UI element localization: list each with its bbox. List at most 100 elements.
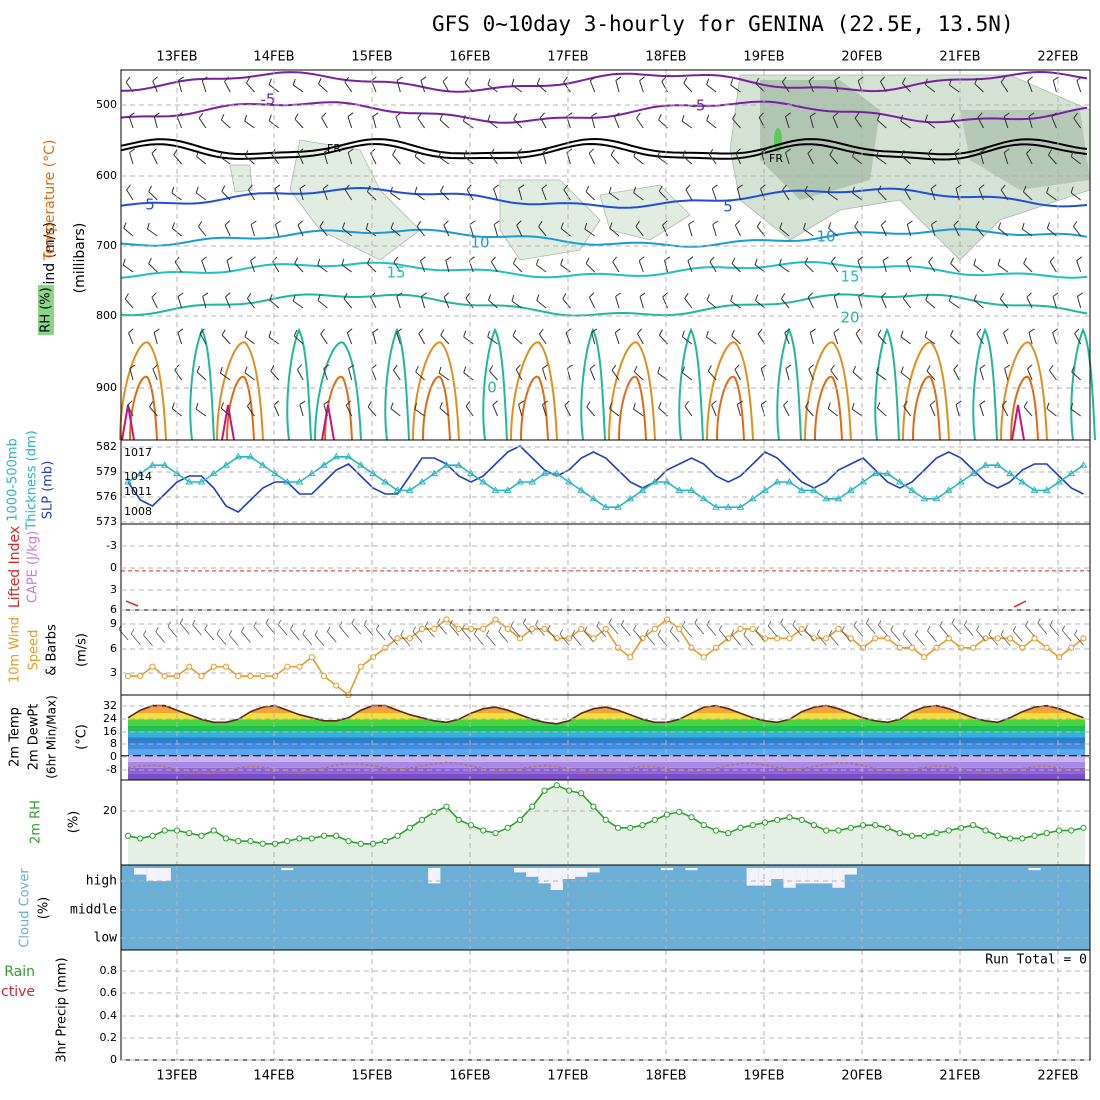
wind10-series-point: [369, 654, 377, 661]
wind-barb: [420, 76, 427, 93]
wind-barb: [876, 113, 887, 129]
wind10-series-point: [921, 654, 928, 661]
wind10-barb: [645, 629, 656, 646]
wind-barb-flag: [390, 402, 394, 409]
thickness-series-point: [577, 486, 586, 493]
wind-barb-staff: [466, 189, 474, 201]
wind-barb-staff: [148, 191, 158, 201]
cloud-high-bar: [685, 868, 698, 871]
wind-barb-staff: [929, 404, 936, 417]
rh2m-series-point: [933, 830, 940, 837]
wind-barb-staff: [201, 260, 207, 273]
wind10-barb-staff: [1049, 625, 1060, 637]
wind-barb-staff: [830, 369, 839, 381]
wind-barb: [857, 76, 864, 93]
wind-barb-staff: [323, 368, 328, 381]
wind-barb: [319, 221, 328, 237]
wind-barb-staff: [511, 84, 523, 93]
wind10-barb: [1012, 625, 1023, 642]
wind10-series-point: [418, 625, 426, 632]
wind-barb-staff: [439, 119, 450, 129]
wind-barb-flag: [393, 256, 399, 263]
wind-barb: [854, 220, 863, 237]
wind10-barb-staff: [1012, 630, 1023, 642]
wind-barb: [730, 78, 741, 93]
wind-barb-flag: [1021, 222, 1025, 230]
rh2m-series-point: [406, 824, 413, 831]
wind-barb-staff: [949, 84, 960, 93]
wind-barb-staff: [804, 263, 814, 273]
temperature-contour: [412, 341, 460, 441]
wind-barb-flag: [851, 186, 855, 193]
wind-barb-staff: [807, 153, 814, 165]
temp-band: [128, 737, 1085, 744]
wind-barb-staff: [877, 407, 887, 417]
wind-barb: [323, 364, 330, 381]
wind-barb: [707, 365, 717, 381]
wind-barb: [274, 220, 281, 237]
wind-barb-flag: [1027, 76, 1033, 82]
wind-barb-staff: [833, 332, 839, 345]
wind-barb: [1070, 150, 1082, 165]
wind-barb: [711, 184, 718, 201]
side-label: Wind (m/s): [42, 222, 58, 298]
wind-barb: [930, 220, 937, 237]
wind-barb-flag: [272, 256, 278, 262]
temperature-contour: [706, 341, 754, 441]
wind-barb-staff: [615, 296, 620, 309]
thickness-series-point: [503, 486, 512, 493]
rh2m-series-point: [124, 832, 132, 839]
wind10-barb-staff: [841, 630, 852, 643]
temp-band: [128, 749, 1085, 756]
wind-barb: [417, 112, 426, 129]
wind-barb-flag: [171, 222, 176, 229]
wind-barb-staff: [465, 298, 474, 309]
wind-barb: [584, 222, 595, 237]
wind-barb-flag: [493, 184, 499, 190]
rh2m-series-point: [712, 827, 720, 834]
wind-barb-flag: [930, 400, 936, 406]
wind-barb-staff: [978, 188, 984, 201]
wind-barb: [246, 400, 255, 417]
wind-barb: [804, 257, 814, 273]
wind10-series-point: [908, 644, 916, 651]
wind10-barb: [400, 630, 411, 647]
temperature-contour: [120, 293, 1088, 317]
date-label-bottom: 17FEB: [547, 1069, 588, 1084]
wind-barb-staff: [930, 188, 936, 201]
wind-barb: [296, 364, 304, 381]
wind-barb-flag: [273, 400, 280, 406]
wind-barb: [1076, 256, 1082, 273]
wind-barb-staff: [949, 300, 960, 309]
wind10-barb: [143, 630, 153, 647]
wind-barb-staff: [609, 227, 620, 237]
wind-barb-staff: [755, 300, 766, 309]
wind-barb-staff: [465, 405, 474, 417]
thickness-series-point: [320, 461, 328, 468]
wind10-barb: [1037, 618, 1048, 635]
wind-barb-staff: [440, 334, 450, 345]
wind-barb: [1070, 402, 1081, 417]
wind-barb-staff: [1021, 228, 1033, 237]
wind-barb-flag: [1023, 401, 1028, 408]
wind10-barb: [314, 630, 325, 647]
wind-barb-flag: [930, 184, 937, 190]
wind10-barb-staff: [290, 629, 300, 641]
date-label-top: 19FEB: [743, 50, 784, 65]
wind-barb: [493, 184, 499, 201]
wind-barb-staff: [633, 156, 644, 165]
wind10-series-point: [320, 673, 328, 680]
y-tick-label: 24: [103, 712, 117, 725]
wind10-series-point: [823, 635, 830, 642]
wind-barb-staff: [244, 120, 255, 129]
date-label-top: 14FEB: [253, 50, 294, 65]
wind-barb: [808, 76, 815, 93]
wind-barb-staff: [153, 332, 158, 345]
wind-barb: [782, 184, 790, 201]
wind-barb-staff: [876, 156, 887, 165]
y-tick-label: 3: [110, 666, 117, 679]
wind-barb-staff: [781, 298, 790, 309]
wind-barb-staff: [827, 408, 839, 417]
wind-barb-flag: [201, 256, 207, 262]
wind-barb-flag: [463, 366, 467, 373]
